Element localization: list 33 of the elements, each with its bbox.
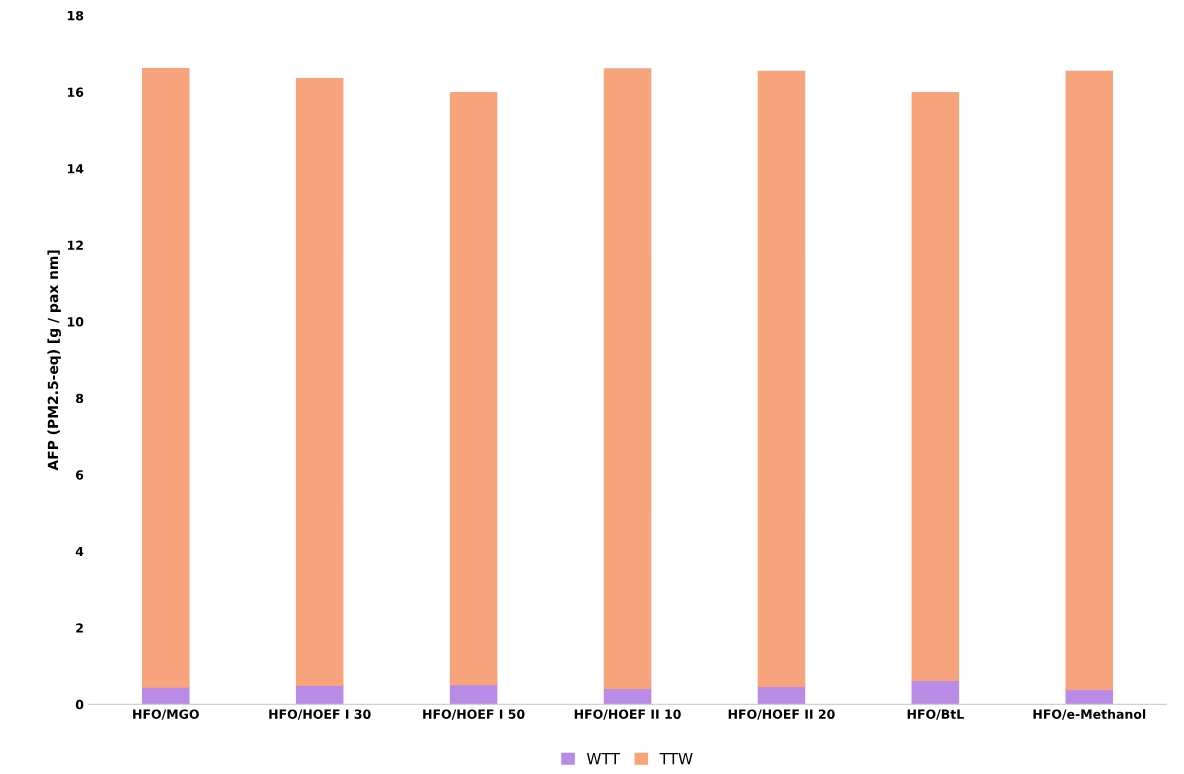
y-tick-label: 10 xyxy=(67,317,84,327)
bar xyxy=(603,68,652,689)
y-tick-label: 12 xyxy=(67,240,83,250)
y-tick-label: 0 xyxy=(75,699,84,710)
bar xyxy=(757,685,806,705)
bar xyxy=(1065,70,1114,691)
bar xyxy=(141,67,190,688)
bar xyxy=(449,92,498,686)
legend-label: TTW xyxy=(659,753,693,765)
bar xyxy=(757,70,806,688)
y-tick-label: 8 xyxy=(76,393,84,404)
x-tick-label: HFO/HOEF II 20 xyxy=(728,709,835,720)
bar xyxy=(295,684,344,705)
bar xyxy=(449,683,498,705)
x-tick-label: HFO/e-Methanol xyxy=(1033,709,1146,720)
legend-label: WTT xyxy=(586,753,620,765)
x-tick-label: HFO/HOEF I 50 xyxy=(423,709,525,720)
bar xyxy=(911,92,960,681)
y-tick-label: 2 xyxy=(76,623,83,633)
bar xyxy=(911,679,960,705)
bar xyxy=(295,77,344,686)
x-tick-label: HFO/HOEF II 10 xyxy=(574,709,681,720)
y-tick-label: 16 xyxy=(67,87,84,97)
x-tick-label: HFO/BtL xyxy=(907,709,964,720)
y-tick-label: 18 xyxy=(67,10,84,21)
bar xyxy=(1065,688,1114,705)
y-tick-label: 6 xyxy=(76,470,84,480)
x-tick-label: HFO/MGO xyxy=(133,709,199,720)
bar xyxy=(141,686,190,705)
x-tick-label: HFO/HOEF I 30 xyxy=(269,709,371,720)
y-tick-label: 14 xyxy=(67,164,84,174)
y-tick-label: 4 xyxy=(75,546,84,557)
y-axis-title: AFP (PM2.5-eq) [g / pax nm] xyxy=(47,250,61,471)
